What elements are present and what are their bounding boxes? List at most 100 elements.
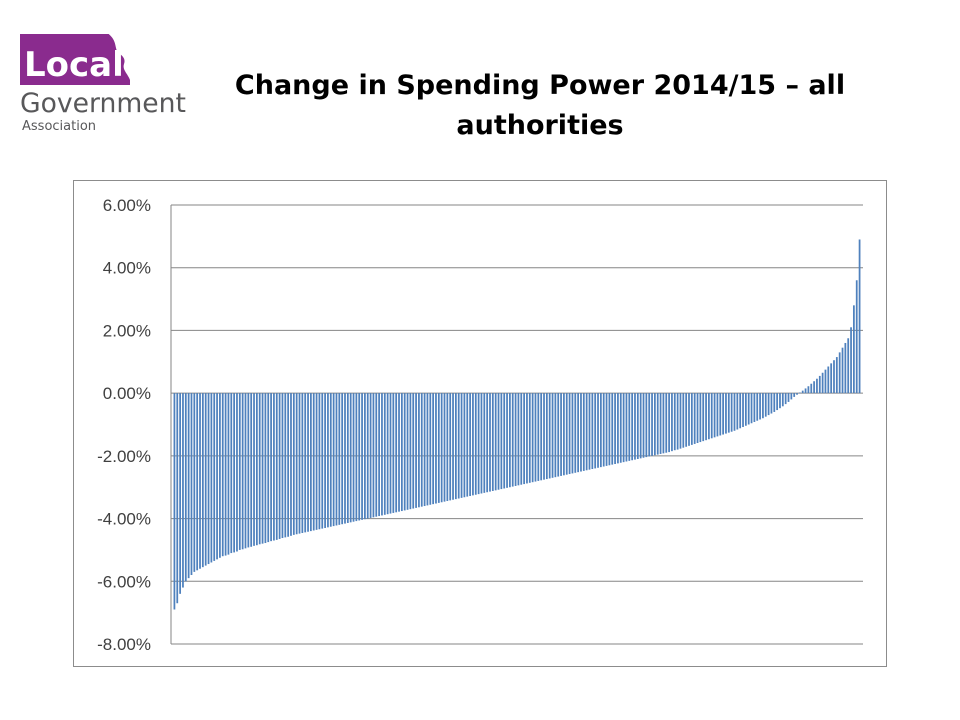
bar [511, 393, 514, 487]
bar [398, 393, 400, 512]
bar [312, 393, 315, 531]
bar [213, 393, 216, 561]
bar [179, 393, 181, 594]
bar [329, 393, 332, 527]
bar [719, 393, 722, 436]
bar [474, 393, 477, 495]
bar [651, 393, 653, 456]
bar [688, 393, 690, 446]
bar [816, 378, 818, 394]
bar [648, 393, 651, 457]
bar [625, 393, 628, 462]
bar [364, 393, 366, 520]
bar [716, 393, 719, 437]
bar [503, 393, 506, 489]
bar [730, 393, 733, 432]
bar [853, 305, 855, 394]
bar [642, 393, 645, 458]
bar [636, 393, 639, 459]
bar [668, 393, 670, 453]
bar [418, 393, 420, 508]
bar [241, 393, 244, 550]
bar [654, 393, 656, 456]
bar [224, 393, 227, 556]
bar [676, 393, 679, 450]
bar [770, 393, 773, 414]
bar [440, 393, 443, 503]
bar [571, 393, 574, 474]
bar [824, 369, 827, 394]
bar [400, 393, 403, 512]
bar [449, 393, 452, 501]
bar [389, 393, 392, 514]
bar [801, 390, 804, 394]
bar [528, 393, 531, 483]
slide-title: Change in Spending Power 2014/15 – all a… [190, 66, 890, 146]
bar [446, 393, 449, 502]
y-tick-label: 4.00% [103, 259, 151, 278]
bar [338, 393, 341, 525]
bar [710, 393, 713, 439]
bar [310, 393, 312, 532]
bar [267, 393, 270, 543]
bar [713, 393, 716, 438]
bar [818, 375, 821, 394]
bar [759, 393, 761, 420]
bar [639, 393, 642, 459]
bar [173, 393, 176, 610]
bar [628, 393, 631, 461]
slide-title-line1: Change in Spending Power 2014/15 – all [234, 70, 846, 101]
y-tick-label: 0.00% [103, 384, 151, 403]
bar [708, 393, 710, 440]
bar [255, 393, 258, 546]
y-tick-label: -4.00% [97, 510, 151, 529]
bar [383, 393, 386, 515]
bar [361, 393, 363, 520]
bar [631, 393, 634, 461]
bar [577, 393, 579, 473]
bar [426, 393, 429, 506]
logo-brand-word: Local [24, 45, 124, 85]
bar [784, 393, 787, 405]
bar [568, 393, 571, 475]
bar [798, 392, 801, 394]
bar [381, 393, 383, 516]
bar [318, 393, 321, 530]
bar [585, 393, 588, 471]
bar [275, 393, 278, 540]
bar [611, 393, 614, 465]
bar [466, 393, 469, 497]
chart-frame: 6.00% 4.00% 2.00% 0.00% -2.00% -4.00% -6.00% -8… [73, 180, 887, 667]
bar [736, 393, 739, 430]
logo-line3: Association [22, 119, 96, 134]
bar-chart: 6.00% 4.00% 2.00% 0.00% -2.00% -4.00% -6.00% -8… [97, 196, 863, 654]
bar [744, 393, 747, 426]
bar [491, 393, 494, 491]
bar [469, 393, 471, 496]
bar [773, 393, 776, 412]
bar [827, 366, 830, 394]
bar [673, 393, 676, 451]
bar [565, 393, 568, 475]
bar [617, 393, 619, 464]
bar [523, 393, 525, 485]
bar [543, 393, 545, 480]
bar [580, 393, 582, 472]
bar [301, 393, 304, 533]
bar [358, 393, 361, 521]
bar [494, 393, 497, 491]
bar [591, 393, 594, 470]
bar [699, 393, 702, 443]
bar [807, 386, 810, 394]
bar [767, 393, 770, 416]
bar [443, 393, 446, 502]
bar [369, 393, 372, 518]
bar [346, 393, 349, 523]
bar [278, 393, 281, 539]
bar [477, 393, 480, 495]
bar [551, 393, 554, 478]
bar [634, 393, 636, 460]
bar [608, 393, 611, 466]
bar [747, 393, 750, 425]
bar [733, 393, 736, 431]
